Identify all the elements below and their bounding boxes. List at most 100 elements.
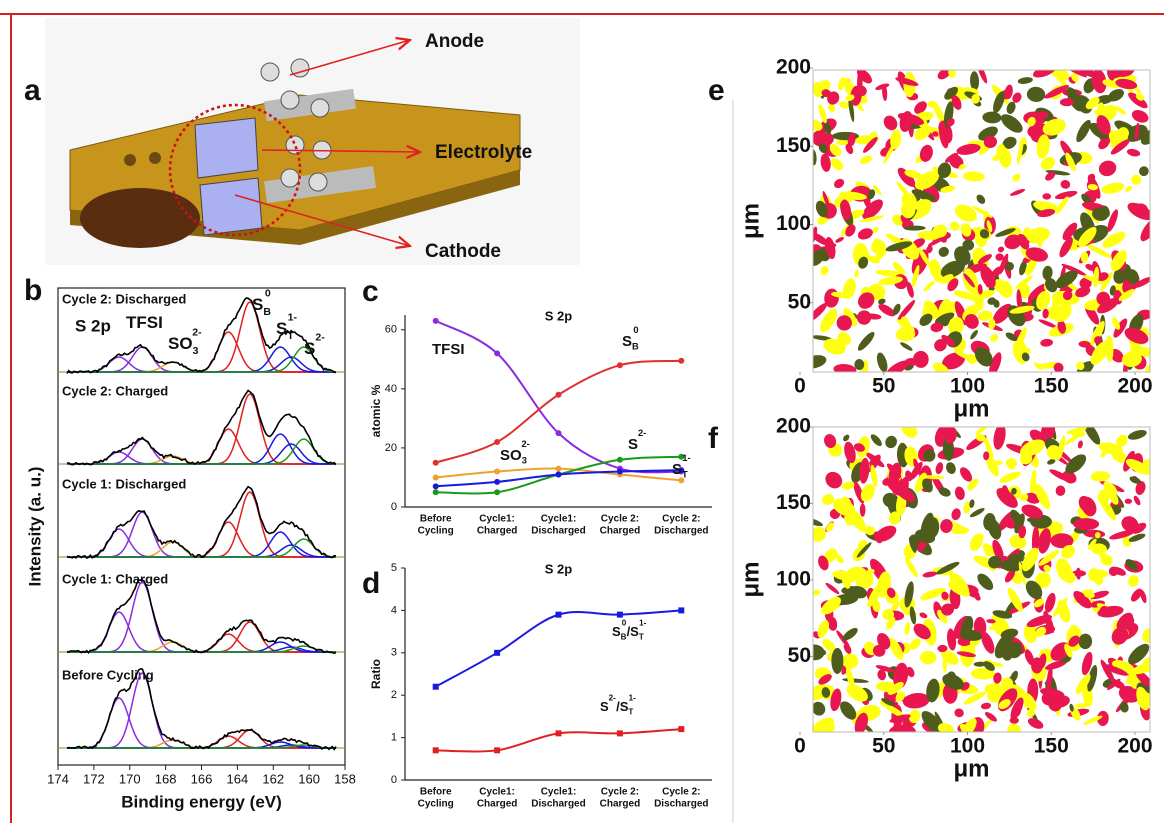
map-blob — [975, 427, 993, 435]
map-blob — [1027, 116, 1036, 127]
map-blob — [839, 101, 850, 109]
map-blob — [857, 331, 875, 351]
rich-label: S2- /ST 1- — [600, 693, 636, 716]
map-blob — [848, 94, 855, 122]
map-blob — [950, 221, 960, 231]
map-blob — [887, 681, 904, 695]
map-blob — [920, 587, 946, 600]
rich-label: S2- — [628, 428, 646, 453]
map-blob — [931, 224, 948, 239]
map-blob — [1122, 535, 1132, 547]
map-blob — [1066, 87, 1083, 112]
map-blob — [941, 334, 956, 347]
map-blob — [884, 704, 905, 718]
map-blob — [1097, 605, 1124, 618]
point — [555, 465, 562, 472]
map-blob — [956, 651, 976, 658]
y-axis-title: atomic % — [369, 384, 383, 437]
map-blob — [818, 555, 829, 571]
x-tick-label: 100 — [950, 735, 985, 758]
map-blob — [938, 246, 949, 257]
label-text: TFSI — [432, 341, 465, 358]
label-text: S — [622, 333, 632, 350]
y-tick-label: 100 — [776, 568, 811, 591]
map-blob — [1125, 559, 1138, 571]
point — [678, 477, 685, 484]
map-blob — [883, 115, 898, 131]
map-blob — [1110, 348, 1124, 363]
map-blob — [840, 701, 857, 720]
map-blob — [1078, 340, 1091, 348]
point — [432, 747, 439, 754]
map-blob — [895, 77, 919, 86]
point — [616, 456, 623, 463]
map-blob — [986, 455, 999, 477]
map-blob — [1009, 305, 1035, 314]
map-blob — [1044, 592, 1056, 613]
x-tick-label: 168 — [155, 771, 177, 786]
map-blob — [1108, 566, 1119, 577]
map-blob — [911, 265, 920, 288]
map-blob — [913, 623, 931, 640]
map-blob — [1133, 495, 1141, 506]
x-tick-label: Cycling — [418, 799, 454, 810]
map-blob — [1006, 101, 1016, 114]
map-blob — [813, 302, 828, 322]
x-tick-label: 100 — [950, 375, 985, 398]
map-blob — [1089, 122, 1109, 140]
map-blob — [971, 93, 980, 104]
series-line — [435, 359, 682, 464]
map-blob — [1094, 109, 1116, 118]
map-blob — [892, 303, 901, 316]
map-blob — [877, 669, 887, 681]
label-text: SO — [500, 447, 522, 464]
map-blob — [926, 678, 940, 703]
point — [555, 471, 562, 478]
map-blob — [867, 189, 876, 200]
map-blob — [954, 708, 964, 718]
map-blob — [1017, 77, 1033, 84]
map-blob — [949, 572, 970, 597]
map-blob — [1135, 670, 1150, 687]
y-axis-title: Ratio — [369, 659, 383, 689]
map-blob — [1035, 626, 1047, 637]
y-tick-label: 40 — [385, 383, 397, 395]
rich-label: S2- — [304, 331, 325, 358]
map-blob — [1100, 272, 1113, 292]
map-blob — [1128, 533, 1146, 542]
map-blob — [977, 310, 993, 321]
map-blob — [914, 170, 939, 190]
y-tick-label: 50 — [788, 290, 811, 313]
map-blob — [1065, 152, 1076, 172]
label-sup: 0 — [633, 325, 638, 335]
map-blob — [1115, 78, 1138, 90]
map-blob — [939, 274, 954, 284]
map-blob — [897, 112, 924, 126]
map-blob — [958, 163, 966, 171]
map-blob — [1043, 564, 1051, 573]
map-blob — [1007, 458, 1018, 467]
label-sup: 2- — [521, 439, 529, 449]
map-blob — [1133, 276, 1150, 288]
map-blob — [905, 557, 918, 578]
map-blob — [835, 237, 844, 243]
map-blob — [1077, 226, 1097, 248]
label-text: S — [628, 436, 638, 453]
map-blob — [882, 608, 895, 621]
label-sub: T — [628, 708, 633, 717]
map-blob — [1036, 291, 1051, 310]
map-blob — [1010, 670, 1018, 683]
map-blob — [1062, 570, 1076, 584]
map-blob — [859, 155, 872, 165]
map-blob — [1120, 701, 1129, 713]
map-blob — [1102, 205, 1110, 218]
map-blob — [820, 266, 829, 276]
map-blob — [1083, 591, 1095, 599]
map-blob — [813, 646, 827, 656]
map-blob — [992, 610, 1013, 619]
map-blob — [875, 269, 902, 277]
rich-label: ST 1- — [672, 453, 691, 480]
y-tick-label: 0 — [391, 774, 397, 786]
map-blob — [1102, 231, 1126, 248]
map-blob — [1061, 545, 1075, 559]
